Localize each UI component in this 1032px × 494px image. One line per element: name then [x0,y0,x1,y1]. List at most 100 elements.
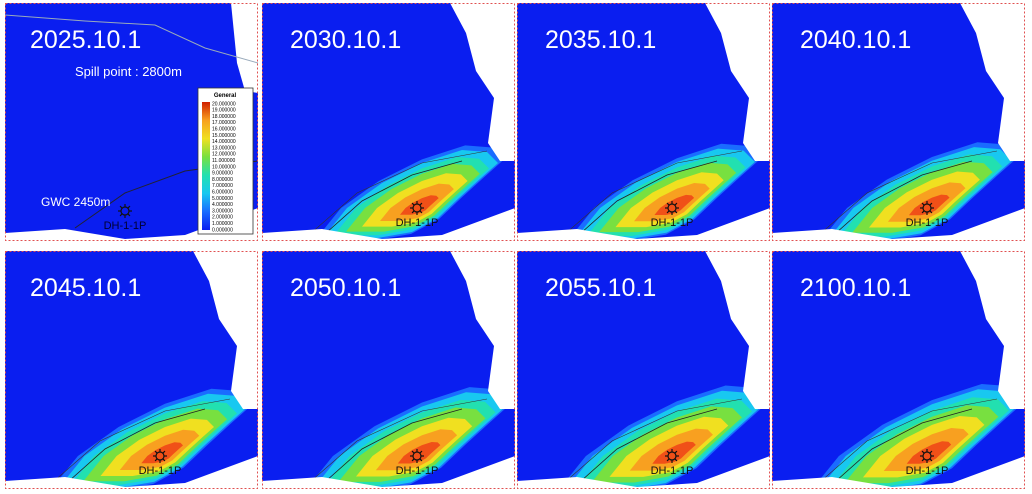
map-panel: DH-1-1P 2025.10.1 Spill point : 2800m GWC 2… [5,3,258,241]
boundary-line [811,150,998,241]
boundary-line [301,150,488,241]
frame [5,251,258,489]
boundary-line [571,408,718,489]
legend-label: 4.000000 [212,202,233,208]
map-panel: DH-1-1P 2045.10.1 [5,251,258,489]
well-circle [922,451,932,461]
outside-area [5,208,258,241]
well-circle [120,206,130,216]
well-label: DH-1-1P [104,220,147,232]
panel-date: 2030.10.1 [290,26,401,54]
map-content [262,251,515,489]
outside-area [5,456,258,489]
outside-area [960,3,1025,161]
boundary-line [44,398,231,489]
map-panel: DH-1-1P 2050.10.1 [262,251,515,489]
legend-label: 20.000000 [212,101,236,107]
outside-area [450,251,515,409]
well-circle [667,451,677,461]
boundary-line [316,408,463,489]
well-symbol [153,449,167,463]
well-symbol [920,449,934,463]
panel-date: 2100.10.1 [800,274,911,302]
legend-label: 12.000000 [212,152,236,158]
legend-label: 15.000000 [212,133,236,139]
outside-area [772,456,1025,489]
boundary-line [826,408,973,489]
legend-label: 0.000000 [212,227,233,233]
map-content [772,251,1025,489]
boundary-line [59,408,206,489]
map-content [772,3,1025,241]
boundary-line [811,398,998,489]
outside-area [193,251,258,409]
outside-area [772,208,1025,241]
well-label: DH-1-1P [651,217,694,229]
frame [5,3,258,241]
legend-title: General [214,93,237,99]
frame [517,251,770,489]
well-circle [155,451,165,461]
well-symbol [118,204,132,218]
legend-colorbar [202,102,210,230]
legend-label: 2.000000 [212,215,233,221]
frame [772,3,1025,241]
well-circle [412,451,422,461]
spill-point-label: Spill point : 2800m [75,64,182,79]
map-panel: DH-1-1P 2040.10.1 [772,3,1025,241]
well-label: DH-1-1P [139,465,182,477]
map-content [5,251,258,489]
legend-label: 6.000000 [212,190,233,196]
well-label: DH-1-1P [906,465,949,477]
legend-label: 13.000000 [212,145,236,151]
legend-label: 1.000000 [212,221,233,227]
well-symbol [410,449,424,463]
boundary-line [826,160,973,241]
well-symbol [665,449,679,463]
well-symbol [410,201,424,215]
outside-area [231,3,258,93]
boundary-line [556,150,743,241]
legend-label: 3.000000 [212,208,233,214]
map-content [262,3,515,241]
panel-date: 2045.10.1 [30,274,141,302]
well-label: DH-1-1P [396,217,439,229]
well-label: DH-1-1P [651,465,694,477]
well-circle [922,203,932,213]
map-content [517,251,770,489]
well-label: DH-1-1P [396,465,439,477]
panel-date: 2040.10.1 [800,26,911,54]
legend-label: 16.000000 [212,127,236,133]
frame [517,3,770,241]
outside-area [960,251,1025,409]
gwc-label: GWC 2450m [41,195,110,209]
boundary-line [301,398,488,489]
legend-label: 17.000000 [212,120,236,126]
legend-label: 5.000000 [212,196,233,202]
outside-area [262,208,515,241]
well-symbol [665,201,679,215]
legend-label: 14.000000 [212,139,236,145]
legend-label: 7.000000 [212,183,233,189]
boundary-line [316,160,463,241]
frame [772,251,1025,489]
frame [262,251,515,489]
outside-area [705,251,770,409]
legend-label: 11.000000 [212,158,235,164]
panel-date: 2035.10.1 [545,26,656,54]
map-panel: DH-1-1P 2030.10.1 [262,3,515,241]
outside-area [517,208,770,241]
panel-date: 2025.10.1 [30,26,141,54]
spill-line [5,14,258,64]
frame [262,3,515,241]
legend-label: 8.000000 [212,177,233,183]
boundary-line [571,160,718,241]
outside-area [450,3,515,161]
panel-date: 2050.10.1 [290,274,401,302]
legend-label: 19.000000 [212,108,236,114]
legend-label: 9.000000 [212,171,233,177]
outside-area [517,456,770,489]
well-circle [667,203,677,213]
outside-area [705,3,770,161]
